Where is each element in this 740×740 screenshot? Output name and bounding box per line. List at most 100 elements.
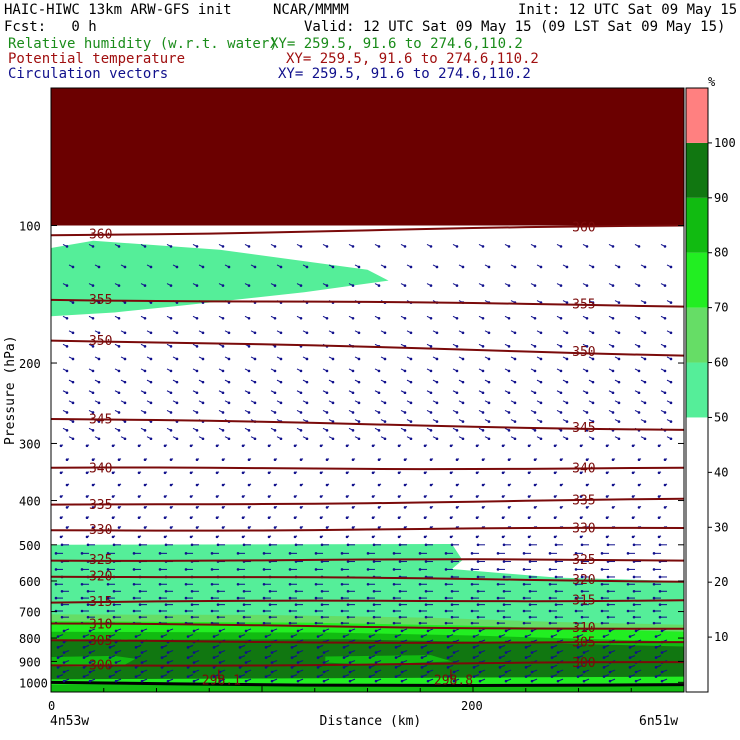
circulation-vector-head [290,646,294,649]
circulation-vector-head [270,670,274,674]
theta-label-left: 300 [89,659,112,674]
circulation-vector-head [429,369,433,373]
circulation-vector-head [461,265,465,269]
circulation-vector-head [455,411,459,414]
circulation-vector-head [366,609,370,613]
circulation-vector-head [273,245,277,248]
circulation-vector-head [606,589,610,593]
circulation-vector-head [472,675,476,678]
circulation-vector-head [418,582,422,586]
colorbar-swatch [686,307,708,363]
theta-label-left: 325 [89,553,112,568]
circulation-vector-head [446,666,450,669]
circulation-vector-head [403,369,407,373]
circulation-vector-head [299,284,303,287]
circulation-vector-head [242,603,246,606]
circulation-vector-head [85,471,89,475]
circulation-vector-head [452,629,456,633]
circulation-vector-head [487,401,491,405]
circulation-vector-head [305,357,309,361]
circulation-vector-head [504,670,508,674]
circulation-vector-head [507,245,511,248]
circulation-vector-head [657,516,661,520]
circulation-vector-head [403,245,407,248]
circulation-vector-head [331,331,335,335]
circulation-vector-head [106,596,110,600]
circulation-vector-head [215,495,219,498]
circulation-vector-head [342,675,346,678]
circulation-vector-head [357,380,361,384]
circulation-vector-head [565,437,569,441]
circulation-vector-head [658,575,662,579]
circulation-vector-head [190,615,194,619]
x-tick-label: 200 [461,699,483,713]
circulation-vector-head [576,675,580,678]
circulation-vector-head [576,666,580,669]
circulation-vector-head [444,596,448,600]
circulation-vector-head [97,357,101,361]
circulation-vector-head [80,609,84,613]
circulation-vector-head [325,506,329,509]
circulation-vector-head [446,646,450,649]
circulation-vector-head [498,635,502,638]
circulation-vector-head [450,589,454,593]
circulation-vector-head [403,411,407,414]
circulation-vector-head [435,380,439,384]
circulation-vector-head [527,516,531,520]
circulation-vector-head [351,245,355,248]
circulation-vector-head [273,369,277,373]
circulation-vector-head [319,535,323,539]
circulation-vector-head [504,629,508,633]
circulation-vector-head [565,331,569,335]
circulation-vector-head [262,621,266,625]
theta-contour [50,599,685,604]
circulation-vector-head [273,483,277,487]
circulation-vector-head [383,265,387,269]
circulation-vector-head [533,345,537,348]
circulation-vector-head [476,589,480,593]
circulation-vector-head [423,495,427,498]
circulation-vector-head [169,316,173,320]
circulation-vector-head [398,603,402,606]
circulation-vector-head [371,444,375,448]
circulation-vector-head [247,458,251,462]
theta-contour [50,339,685,357]
colorbar-swatch [686,88,708,143]
circulation-vector-head [273,391,277,395]
circulation-vector-head [91,245,95,248]
circulation-vector-head [65,284,69,287]
circulation-vector-head [62,661,66,664]
circulation-vector-head [273,316,277,320]
circulation-vector-head [450,560,454,563]
circulation-vector-head [279,265,283,269]
circulation-vector-head [117,345,121,348]
circulation-vector-head [143,245,147,248]
circulation-vector-head [372,543,376,547]
circulation-vector-head [210,582,214,586]
circulation-vector-head [241,444,245,448]
circulation-vector-head [553,495,557,498]
circulation-vector-head [88,661,92,664]
circulation-vector-head [470,596,474,600]
circulation-vector-head [71,301,75,304]
circulation-vector-head [325,284,329,287]
circulation-vector-head [82,675,86,678]
circulation-vector-head [424,615,428,619]
circulation-vector-head [175,265,179,269]
y-tick-label: 600 [19,575,41,589]
circulation-vector-head [247,391,251,395]
circulation-vector-head [316,675,320,678]
circulation-vector-head [617,265,621,269]
circulation-vector-head [137,495,141,498]
circulation-vector-head [189,471,193,475]
circulation-vector-head [501,516,505,520]
circulation-vector-head [267,535,271,539]
circulation-vector-head [97,331,101,335]
circulation-vector-head [351,284,355,287]
circulation-vector-head [455,458,459,462]
circulation-vector-head [435,331,439,335]
circulation-vector-head [192,670,196,674]
circulation-vector-head [481,506,485,509]
circulation-vector-head [169,526,173,529]
circulation-vector-head [591,380,595,384]
